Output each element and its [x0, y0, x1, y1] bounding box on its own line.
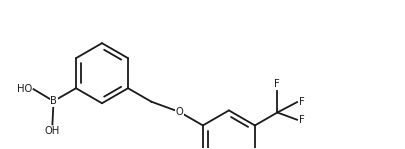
Text: B: B	[50, 96, 57, 106]
Text: O: O	[175, 107, 183, 117]
Text: OH: OH	[45, 126, 60, 136]
Text: HO: HO	[17, 84, 32, 94]
Text: F: F	[298, 97, 304, 107]
Text: F: F	[274, 79, 279, 89]
Text: F: F	[298, 115, 304, 125]
